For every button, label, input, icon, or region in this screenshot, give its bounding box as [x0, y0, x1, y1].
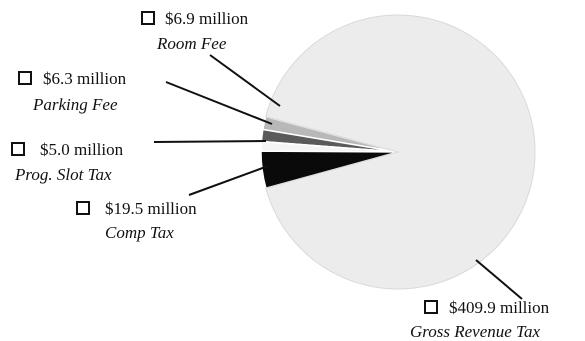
amount-parking-fee: $6.3 million	[43, 69, 127, 88]
label-prog-slot-tax: $5.0 million Prog. Slot Tax	[11, 140, 124, 184]
leader-line-room-fee	[209, 54, 281, 107]
label-room-fee: $6.9 million Room Fee	[141, 9, 249, 53]
name-comp-tax: Comp Tax	[105, 223, 174, 242]
amount-room-fee: $6.9 million	[165, 9, 249, 28]
amount-prog-slot-tax: $5.0 million	[40, 140, 124, 159]
name-room-fee: Room Fee	[156, 34, 227, 53]
leader-line-parking-fee	[165, 81, 273, 125]
legend-square-icon	[76, 201, 90, 215]
leader-line-comp-tax	[188, 165, 269, 196]
leader-line-prog-slot-tax	[153, 140, 267, 143]
name-parking-fee: Parking Fee	[32, 95, 118, 114]
legend-square-icon	[11, 142, 25, 156]
label-gross-revenue-tax: $409.9 million Gross Revenue Tax	[410, 298, 550, 341]
legend-square-icon	[141, 11, 155, 25]
name-prog-slot-tax: Prog. Slot Tax	[14, 165, 112, 184]
name-gross-revenue-tax: Gross Revenue Tax	[410, 322, 540, 341]
pie-slices	[260, 14, 536, 290]
amount-comp-tax: $19.5 million	[105, 199, 197, 218]
pie-slice-gross-revenue-tax	[265, 14, 536, 290]
legend-square-icon	[18, 71, 32, 85]
amount-gross-revenue-tax: $409.9 million	[449, 298, 550, 317]
label-parking-fee: $6.3 million Parking Fee	[18, 69, 127, 114]
label-comp-tax: $19.5 million Comp Tax	[76, 199, 197, 242]
leader-lines	[153, 54, 523, 300]
legend-square-icon	[424, 300, 438, 314]
leader-line-gross-revenue-tax	[475, 259, 523, 300]
